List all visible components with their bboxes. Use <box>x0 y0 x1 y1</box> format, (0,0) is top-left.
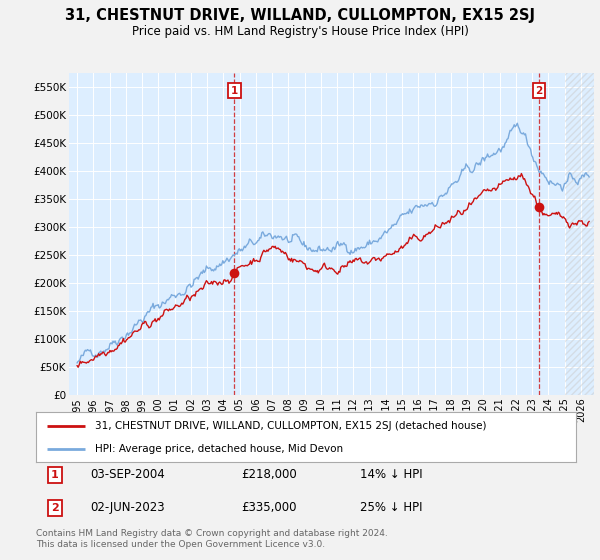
Text: 1: 1 <box>230 86 238 96</box>
Text: 1: 1 <box>51 470 59 480</box>
Text: 03-SEP-2004: 03-SEP-2004 <box>90 468 165 482</box>
Text: £335,000: £335,000 <box>241 501 296 515</box>
Text: Contains HM Land Registry data © Crown copyright and database right 2024.
This d: Contains HM Land Registry data © Crown c… <box>36 529 388 549</box>
Bar <box>565 73 597 395</box>
Text: 25% ↓ HPI: 25% ↓ HPI <box>360 501 422 515</box>
Text: 02-JUN-2023: 02-JUN-2023 <box>90 501 164 515</box>
Text: 31, CHESTNUT DRIVE, WILLAND, CULLOMPTON, EX15 2SJ (detached house): 31, CHESTNUT DRIVE, WILLAND, CULLOMPTON,… <box>95 421 487 431</box>
Text: 14% ↓ HPI: 14% ↓ HPI <box>360 468 422 482</box>
Text: 2: 2 <box>535 86 542 96</box>
Text: HPI: Average price, detached house, Mid Devon: HPI: Average price, detached house, Mid … <box>95 445 344 454</box>
Text: 2: 2 <box>51 503 59 513</box>
Text: 31, CHESTNUT DRIVE, WILLAND, CULLOMPTON, EX15 2SJ: 31, CHESTNUT DRIVE, WILLAND, CULLOMPTON,… <box>65 8 535 24</box>
Text: Price paid vs. HM Land Registry's House Price Index (HPI): Price paid vs. HM Land Registry's House … <box>131 25 469 38</box>
Text: £218,000: £218,000 <box>241 468 297 482</box>
